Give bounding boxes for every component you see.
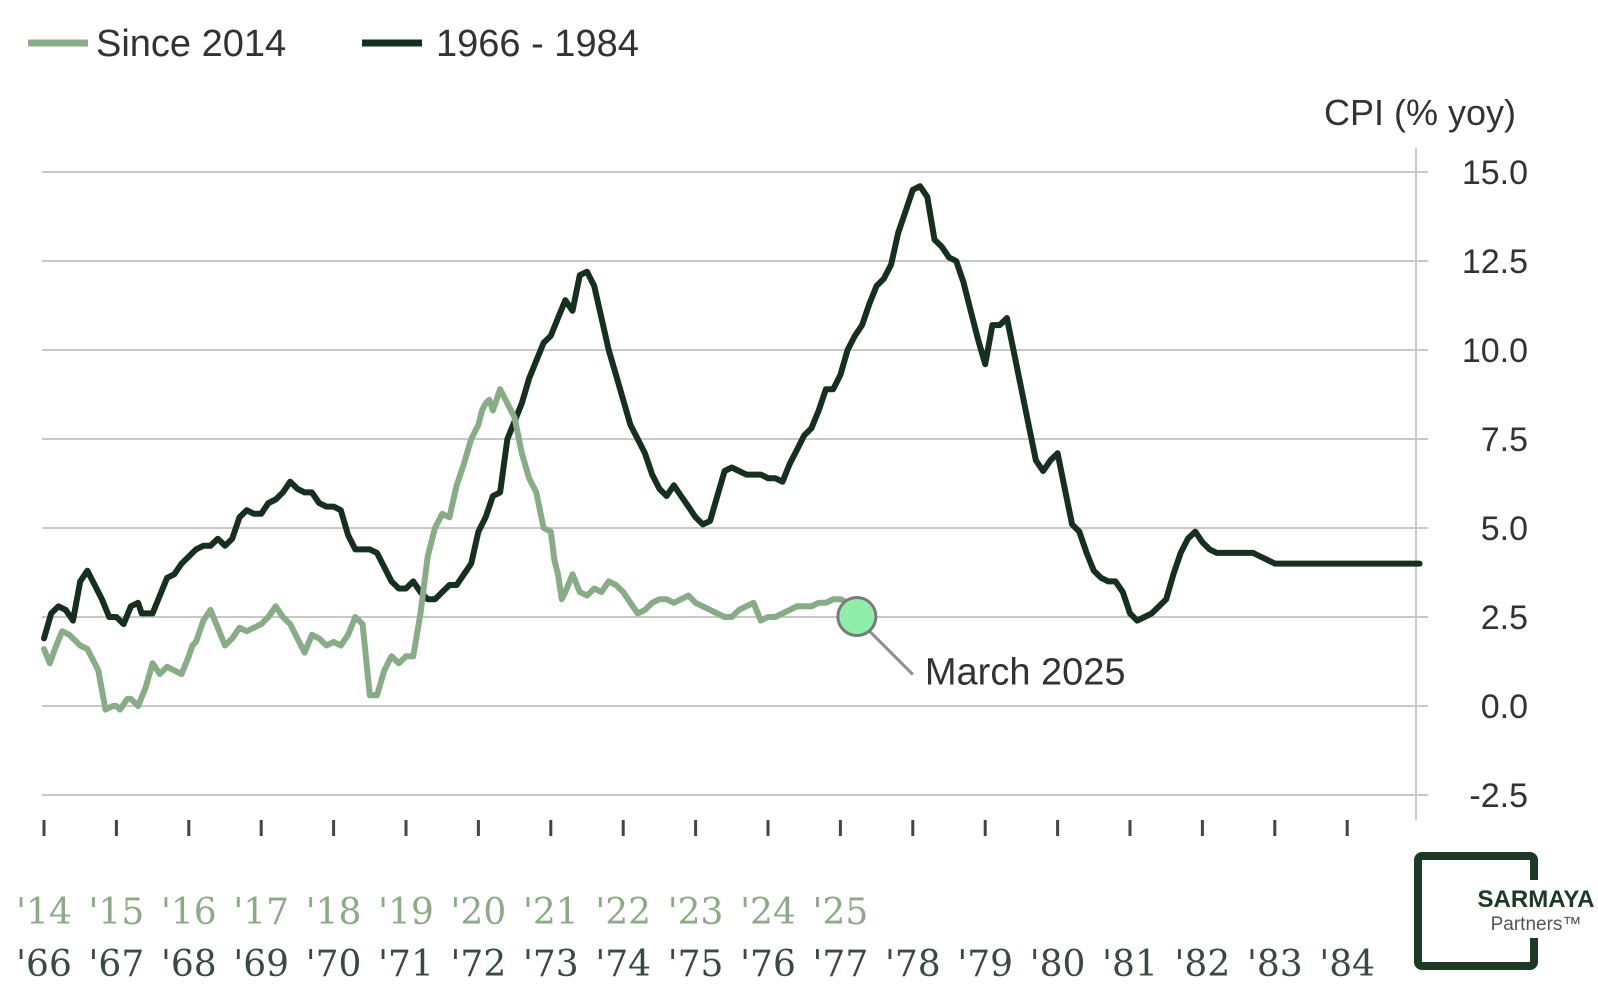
legend-label-historical: 1966 - 1984 <box>436 23 639 65</box>
y-tick-label: 15.0 <box>1462 154 1528 192</box>
y-axis-title: CPI (% yoy) <box>1324 92 1516 133</box>
x-tick-label-historical: '72 <box>451 944 507 985</box>
grid <box>42 171 1416 796</box>
series-line-since-2014 <box>41 386 858 713</box>
x-tick-label-historical: '76 <box>740 944 796 985</box>
x-tick-label-recent: '18 <box>306 892 362 933</box>
x-tick-label-recent: '14 <box>16 892 72 933</box>
x-tick-label-historical: '70 <box>306 944 362 985</box>
sarmaya-logo: SARMAYA Partners™ <box>1414 852 1595 970</box>
logo-frame-gap <box>1460 880 1560 938</box>
y-tick-label: 12.5 <box>1462 243 1528 281</box>
x-axis <box>42 820 1349 836</box>
x-tick-label-recent: '24 <box>740 892 796 933</box>
x-tick-label-recent: '21 <box>523 892 579 933</box>
x-tick-label-historical: '69 <box>233 944 289 985</box>
legend-item-recent: Since 2014 <box>28 23 286 65</box>
y-tick-label: -2.5 <box>1469 777 1528 815</box>
x-tick-label-historical: '80 <box>1030 944 1086 985</box>
logo-text: SARMAYA <box>1478 886 1595 913</box>
x-tick-label-recent: '22 <box>595 892 651 933</box>
x-tick-label-historical: '84 <box>1319 944 1375 985</box>
annotation-march-2025: March 2025 <box>836 596 1126 694</box>
annotation-label: March 2025 <box>925 652 1126 694</box>
x-tick-label-recent: '17 <box>233 892 289 933</box>
series-lines <box>41 183 1423 713</box>
annotation-leader-line <box>867 629 914 676</box>
x-tick-label-historical: '74 <box>595 944 651 985</box>
y-tick-label: 7.5 <box>1481 421 1528 459</box>
y-tick-label: 0.0 <box>1481 688 1528 726</box>
x-tick-label-historical: '77 <box>813 944 869 985</box>
x-tick-label-recent: '16 <box>161 892 217 933</box>
legend-item-historical: 1966 - 1984 <box>362 23 639 65</box>
x-tick-label-historical: '75 <box>668 944 724 985</box>
x-tick-label-historical: '83 <box>1247 944 1303 985</box>
x-tick-label-recent: '23 <box>668 892 724 933</box>
y-tick-label: 2.5 <box>1481 599 1528 637</box>
x-tick-label-historical: '78 <box>885 944 941 985</box>
x-axis-labels: '66 '67 '68 '69 '70 '71 '72 '73 '74 '75 '76 '77 '78 '… <box>16 892 1375 985</box>
x-tick-label-recent: '20 <box>451 892 507 933</box>
y-tick-label: 5.0 <box>1481 510 1528 548</box>
annotation-marker <box>836 596 878 638</box>
series-line-1966-1984 <box>41 183 1423 642</box>
x-tick-label-historical: '67 <box>89 944 145 985</box>
x-tick-label-recent: '15 <box>89 892 145 933</box>
y-tick-label: 10.0 <box>1462 332 1528 370</box>
x-tick-label-historical: '79 <box>957 944 1013 985</box>
x-tick-label-recent: '19 <box>378 892 434 933</box>
x-tick-label-historical: '73 <box>523 944 579 985</box>
logo-subtext: Partners™ <box>1491 914 1582 935</box>
y-axis: 15.0 12.5 10.0 7.5 5.0 2.5 0.0 -2.5 <box>1416 154 1528 815</box>
x-tick-label-historical: '81 <box>1102 944 1158 985</box>
x-tick-label-historical: '82 <box>1175 944 1231 985</box>
x-tick-label-historical: '71 <box>378 944 434 985</box>
x-tick-label-historical: '66 <box>16 944 72 985</box>
x-tick-label-historical: '68 <box>161 944 217 985</box>
legend: Since 2014 1966 - 1984 <box>28 23 639 65</box>
x-tick-label-recent: '25 <box>813 892 869 933</box>
legend-label-recent: Since 2014 <box>96 23 286 65</box>
